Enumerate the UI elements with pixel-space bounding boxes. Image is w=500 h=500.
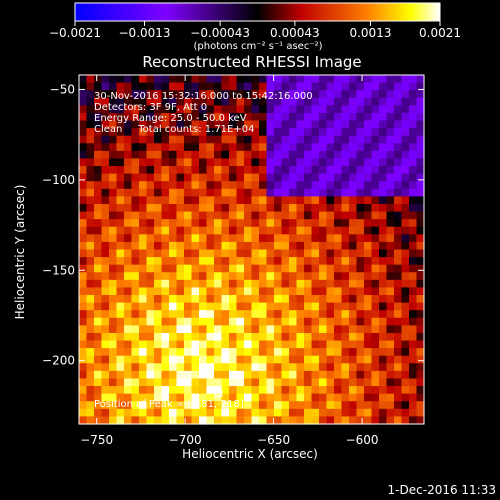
colorbar-tick-label: 0.0021 xyxy=(419,26,461,40)
annotation-time-range: 30-Nov-2016 15:32:16.000 to 15:42:16.000 xyxy=(94,91,313,102)
y-tick-label: −100 xyxy=(42,173,75,187)
colorbar-ticks: −0.0021 −0.0013 −0.00043 0.00043 0.0013 0.002… xyxy=(49,21,461,40)
annotation-energy-range: Energy Range: 25.0 - 50.0 keV xyxy=(94,113,247,124)
annotation-clean-counts: Clean Total counts: 1.71E+04 xyxy=(94,124,254,135)
colorbar xyxy=(75,3,440,21)
annotation-detectors: Detectors: 3F 9F, Att 0 xyxy=(94,102,207,113)
colorbar-tick-label: 0.00043 xyxy=(270,26,320,40)
colorbar-unit-label: (photons cm⁻² s⁻¹ asec⁻²) xyxy=(193,41,322,52)
x-tick-label: −600 xyxy=(346,433,379,447)
colorbar-tick-label: 0.0013 xyxy=(349,26,391,40)
peak-position-label: Position of Peak = [-681,-218] xyxy=(94,399,244,410)
x-axis-label: Heliocentric X (arcsec) xyxy=(182,447,318,461)
y-tick-label: −50 xyxy=(50,82,75,96)
chart-title: Reconstructed RHESSI Image xyxy=(142,53,361,71)
y-axis-label: Heliocentric Y (arcsec) xyxy=(13,185,27,320)
y-tick-label: −200 xyxy=(42,354,75,368)
timestamp: 1-Dec-2016 11:33 xyxy=(388,483,496,497)
colorbar-tick-label: −0.0021 xyxy=(49,26,101,40)
x-tick-label: −650 xyxy=(257,433,290,447)
colorbar-tick-label: −0.0013 xyxy=(119,26,171,40)
x-tick-label: −750 xyxy=(80,433,113,447)
x-tick-label: −700 xyxy=(169,433,202,447)
y-tick-label: −150 xyxy=(42,263,75,277)
colorbar-tick-label: −0.00043 xyxy=(190,26,250,40)
